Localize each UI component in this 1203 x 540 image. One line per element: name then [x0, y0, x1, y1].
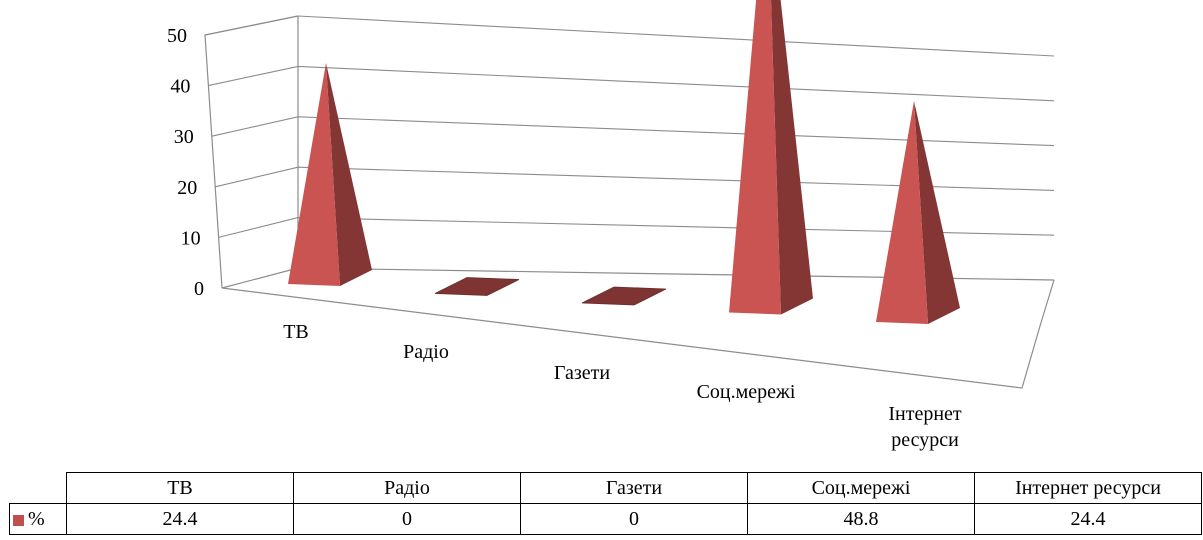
x-category-label: ТВ	[283, 321, 309, 343]
x-category-label: Соц.мережі	[697, 381, 796, 403]
floor-front-edge	[221, 279, 1055, 389]
x-category-label: Інтернет ресурси	[888, 403, 962, 451]
gridlines	[204, 15, 1055, 238]
y-tick-label: 40	[170, 76, 190, 98]
gridline	[211, 116, 1055, 147]
data-table-header: Соц.мережі	[747, 472, 975, 504]
pyramid-front-face	[729, 0, 781, 315]
data-table-cell: 0	[293, 503, 521, 535]
x-category-label: Радіо	[403, 341, 449, 363]
pyramid-chart: 0 10 20 30 40 50 ТВ Радіо Газети Соц.мережі Інтер…	[167, 0, 1055, 451]
gridline	[204, 15, 1055, 57]
data-table-header: Газети	[520, 472, 748, 504]
gridline	[208, 65, 1055, 102]
y-tick-label: 50	[167, 25, 187, 47]
pyramid-side-face	[914, 100, 960, 324]
data-table-header: Радіо	[293, 472, 521, 504]
left-wall-edge	[204, 15, 299, 289]
data-table-cell: 24.4	[974, 503, 1202, 535]
x-category-label: Газети	[554, 362, 610, 384]
pyramid-side-face	[771, 0, 813, 315]
data-table-cell: 24.4	[66, 503, 294, 535]
data-table-header: ТВ	[66, 472, 294, 504]
data-table: ТВ Радіо Газети Соц.мережі Інтернет ресу…	[9, 472, 1202, 535]
pyramid-front-face	[288, 62, 340, 287]
data-table-cell: 0	[520, 503, 748, 535]
data-table-cell: 48.8	[747, 503, 975, 535]
data-pyramids	[288, 0, 960, 324]
pyramid-front-face	[876, 100, 928, 324]
data-table-header: Інтернет ресурси	[974, 472, 1202, 504]
y-axis-tick-labels: 0 10 20 30 40 50	[167, 25, 204, 300]
legend-swatch	[13, 514, 24, 526]
data-table-header-row: ТВ Радіо Газети Соц.мережі Інтернет ресу…	[9, 472, 1202, 504]
data-table-value-row: % 24.4 0 0 48.8 24.4	[9, 503, 1202, 535]
pyramid-side-face	[326, 62, 372, 287]
gridline	[215, 166, 1055, 191]
legend-key: %	[9, 503, 67, 535]
data-table-corner	[9, 472, 67, 504]
y-tick-label: 30	[174, 126, 194, 148]
x-axis-category-labels: ТВ Радіо Газети Соц.мережі Інтернет ресурси	[283, 321, 962, 451]
y-tick-label: 10	[181, 227, 201, 249]
pyramid-flat	[434, 277, 520, 296]
y-tick-label: 0	[194, 278, 204, 300]
pyramid-flat	[581, 286, 667, 306]
y-tick-label: 20	[177, 177, 197, 199]
legend-label: %	[28, 507, 45, 530]
